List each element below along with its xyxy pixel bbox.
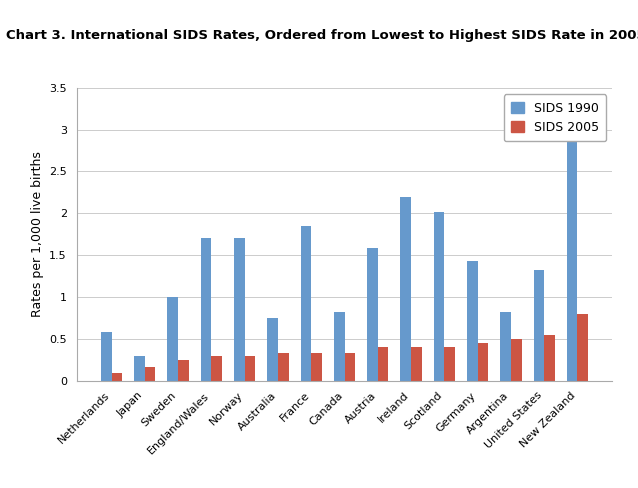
Bar: [444, 347, 455, 381]
Bar: [278, 353, 288, 381]
Bar: [367, 248, 378, 381]
Bar: [467, 261, 478, 381]
Text: Chart 3. International SIDS Rates, Ordered from Lowest to Highest SIDS Rate in 2: Chart 3. International SIDS Rates, Order…: [6, 29, 638, 42]
Bar: [478, 343, 488, 381]
Y-axis label: Rates per 1,000 live births: Rates per 1,000 live births: [31, 151, 43, 317]
Bar: [533, 270, 544, 381]
Bar: [544, 335, 555, 381]
Bar: [300, 226, 311, 381]
Bar: [411, 347, 422, 381]
Bar: [511, 339, 521, 381]
Bar: [345, 353, 355, 381]
Bar: [112, 373, 122, 381]
Bar: [178, 360, 189, 381]
Bar: [101, 332, 112, 381]
Bar: [267, 318, 278, 381]
Bar: [567, 138, 577, 381]
Bar: [134, 356, 145, 381]
Bar: [434, 212, 444, 381]
Bar: [201, 239, 211, 381]
Bar: [378, 347, 389, 381]
Legend: SIDS 1990, SIDS 2005: SIDS 1990, SIDS 2005: [503, 94, 606, 142]
Bar: [334, 312, 345, 381]
Bar: [500, 312, 511, 381]
Bar: [234, 239, 245, 381]
Bar: [145, 367, 156, 381]
Bar: [211, 356, 222, 381]
Bar: [311, 353, 322, 381]
Bar: [401, 197, 411, 381]
Bar: [168, 297, 178, 381]
Bar: [245, 356, 255, 381]
Bar: [577, 314, 588, 381]
